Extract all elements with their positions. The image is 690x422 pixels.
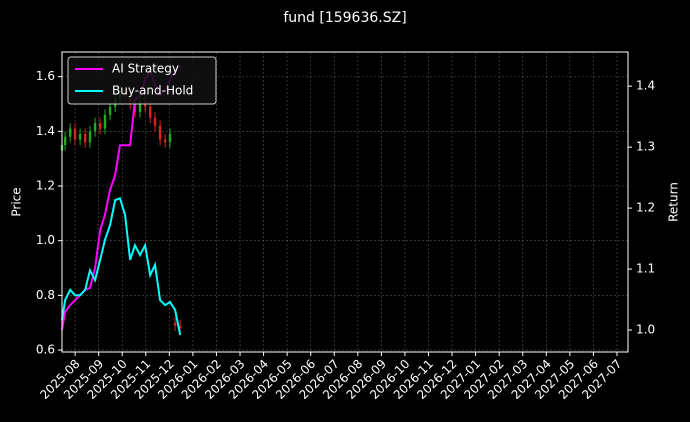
candle-body — [63, 136, 67, 145]
candle-body — [153, 117, 157, 126]
chart-title: fund [159636.SZ] — [283, 10, 406, 26]
y2-tick-label: 1.0 — [636, 323, 655, 337]
candle-body — [168, 134, 172, 143]
candle-body — [138, 101, 142, 113]
candle-body — [108, 106, 112, 115]
candle-body — [158, 125, 162, 140]
y2-tick-label: 1.1 — [636, 262, 655, 276]
candle-body — [88, 131, 92, 143]
legend-label: Buy-and-Hold — [112, 84, 193, 98]
y2-tick-label: 1.3 — [636, 140, 655, 154]
y-tick-label: 0.8 — [36, 288, 55, 302]
candle-body — [173, 322, 177, 326]
candle-body — [163, 139, 167, 143]
series-line — [61, 197, 182, 336]
candle-body — [103, 114, 107, 129]
y2-tick-label: 1.4 — [636, 79, 655, 93]
candle-body — [83, 134, 87, 143]
y-axis-label: Price — [10, 187, 24, 216]
candle-body — [68, 128, 72, 137]
candle-body — [78, 134, 82, 140]
candle-body — [98, 123, 102, 129]
y-tick-label: 1.4 — [36, 124, 55, 138]
legend: AI Strategy Buy-and-Hold — [67, 56, 217, 105]
series-line — [61, 64, 181, 331]
y-tick-label: 0.6 — [36, 343, 55, 357]
candle-body — [93, 123, 97, 132]
y2-tick-label: 1.2 — [636, 201, 655, 215]
candle-body — [178, 325, 182, 329]
candle-body — [73, 128, 77, 140]
y2-axis-label: Return — [667, 182, 681, 222]
y-tick-label: 1.6 — [36, 69, 55, 83]
plot-frame — [61, 51, 629, 353]
candle-body — [149, 106, 152, 118]
legend-box — [67, 56, 217, 105]
legend-label: AI Strategy — [112, 62, 179, 76]
y-tick-label: 1.2 — [36, 179, 55, 193]
y-tick-label: 1.0 — [36, 233, 55, 247]
